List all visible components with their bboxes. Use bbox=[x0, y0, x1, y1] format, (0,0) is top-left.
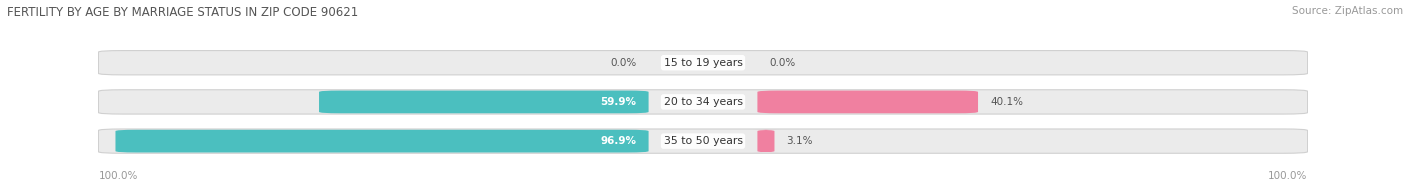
FancyBboxPatch shape bbox=[754, 130, 779, 152]
FancyBboxPatch shape bbox=[115, 130, 648, 152]
FancyBboxPatch shape bbox=[98, 90, 1308, 114]
Text: 15 to 19 years: 15 to 19 years bbox=[664, 58, 742, 68]
Text: 3.1%: 3.1% bbox=[786, 136, 813, 146]
Text: 59.9%: 59.9% bbox=[600, 97, 637, 107]
Text: 35 to 50 years: 35 to 50 years bbox=[664, 136, 742, 146]
Text: 40.1%: 40.1% bbox=[990, 97, 1024, 107]
Text: Source: ZipAtlas.com: Source: ZipAtlas.com bbox=[1292, 6, 1403, 16]
Text: 100.0%: 100.0% bbox=[1268, 171, 1308, 181]
Text: 0.0%: 0.0% bbox=[769, 58, 796, 68]
FancyBboxPatch shape bbox=[758, 91, 979, 113]
FancyBboxPatch shape bbox=[319, 91, 648, 113]
Text: 100.0%: 100.0% bbox=[98, 171, 138, 181]
Text: 0.0%: 0.0% bbox=[610, 58, 637, 68]
FancyBboxPatch shape bbox=[98, 51, 1308, 75]
Text: 96.9%: 96.9% bbox=[600, 136, 637, 146]
Text: 20 to 34 years: 20 to 34 years bbox=[664, 97, 742, 107]
Text: FERTILITY BY AGE BY MARRIAGE STATUS IN ZIP CODE 90621: FERTILITY BY AGE BY MARRIAGE STATUS IN Z… bbox=[7, 6, 359, 19]
FancyBboxPatch shape bbox=[98, 129, 1308, 153]
